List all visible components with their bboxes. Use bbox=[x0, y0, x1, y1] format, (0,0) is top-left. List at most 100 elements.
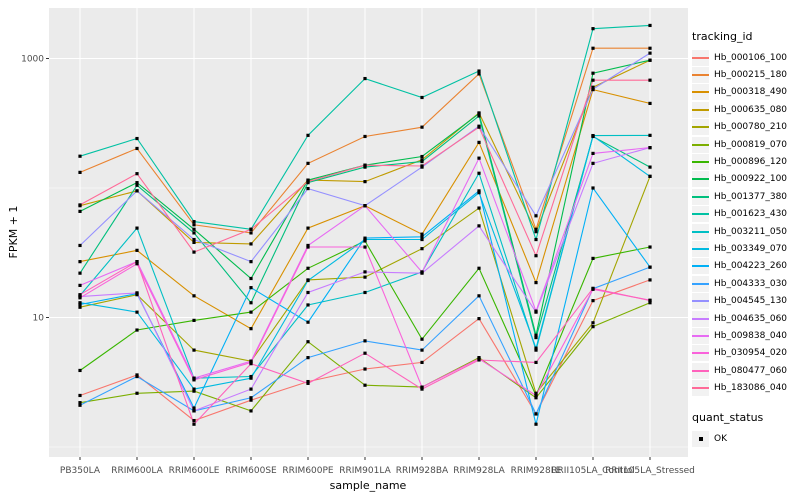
data-point bbox=[306, 186, 310, 191]
legend-item-Hb_003211_050: Hb_003211_050 bbox=[692, 223, 798, 240]
data-point bbox=[420, 270, 424, 274]
data-point bbox=[306, 161, 310, 165]
legend: tracking_id Hb_000106_100 Hb_000215_180 Hb… bbox=[692, 30, 798, 447]
legend-item-Hb_000819_070: Hb_000819_070 bbox=[692, 136, 798, 153]
data-point bbox=[420, 158, 424, 162]
data-point bbox=[420, 337, 424, 341]
legend-item-label: Hb_004635_060 bbox=[714, 313, 788, 324]
x-tick-label: RRIM928LA bbox=[453, 466, 505, 476]
data-point bbox=[648, 46, 652, 50]
legend-key-line bbox=[692, 230, 709, 233]
data-point bbox=[648, 146, 652, 150]
data-point bbox=[249, 376, 253, 380]
legend-key-line bbox=[692, 334, 709, 337]
legend-key-line bbox=[692, 369, 709, 372]
line-key-icon bbox=[692, 380, 709, 397]
x-tick-label: RRII105LA_Stressed bbox=[605, 466, 695, 476]
data-point bbox=[78, 368, 82, 373]
data-point bbox=[135, 260, 139, 264]
line-key-icon bbox=[692, 67, 709, 84]
legend-item-Hb_001377_380: Hb_001377_380 bbox=[692, 188, 798, 205]
data-point bbox=[306, 381, 310, 385]
legend-item-label: Hb_004545_130 bbox=[714, 296, 788, 307]
data-point bbox=[192, 409, 196, 413]
data-point bbox=[648, 51, 652, 55]
data-point bbox=[591, 87, 595, 91]
legend-item-Hb_009838_040: Hb_009838_040 bbox=[692, 327, 798, 344]
data-point bbox=[306, 290, 310, 295]
x-tick-label: RRII105LA_Control bbox=[551, 466, 634, 476]
data-point bbox=[78, 271, 82, 275]
data-point bbox=[363, 204, 367, 208]
data-point bbox=[534, 396, 538, 400]
legend-item-label: Hb_009838_040 bbox=[714, 330, 788, 341]
data-point bbox=[192, 387, 196, 391]
legend-key-line bbox=[692, 282, 709, 285]
data-point bbox=[591, 85, 595, 89]
line-key-icon bbox=[692, 293, 709, 310]
line-key-icon bbox=[692, 119, 709, 136]
data-point bbox=[477, 191, 481, 195]
legend-item-label: Hb_000819_070 bbox=[714, 139, 788, 150]
data-point bbox=[363, 383, 367, 387]
data-point bbox=[534, 214, 538, 218]
data-point bbox=[78, 305, 82, 309]
data-point bbox=[249, 260, 253, 264]
y-axis-title: FPKM + 1 bbox=[7, 206, 20, 259]
data-point bbox=[78, 393, 82, 398]
x-tick-label: RRIM600LE bbox=[169, 466, 220, 476]
legend-item-label: Hb_001377_380 bbox=[714, 191, 788, 202]
data-point bbox=[192, 318, 196, 322]
data-point bbox=[135, 181, 139, 185]
data-point bbox=[363, 270, 367, 274]
line-key-icon bbox=[692, 136, 709, 153]
data-point bbox=[534, 391, 538, 395]
legend-item-Hb_183086_040: Hb_183086_040 bbox=[692, 379, 798, 397]
legend-item-Hb_004635_060: Hb_004635_060 bbox=[692, 310, 798, 327]
data-point bbox=[420, 237, 424, 242]
data-point bbox=[591, 299, 595, 303]
data-point bbox=[306, 266, 310, 270]
data-point bbox=[78, 209, 82, 213]
data-point bbox=[78, 283, 82, 287]
data-point bbox=[78, 301, 82, 305]
legend-item-Hb_000922_100: Hb_000922_100 bbox=[692, 171, 798, 188]
data-point bbox=[135, 310, 139, 314]
data-point bbox=[591, 161, 595, 165]
legend-title-quant-status: quant_status bbox=[692, 410, 764, 424]
line-key-icon bbox=[692, 188, 709, 205]
data-point bbox=[420, 232, 424, 236]
legend-item-Hb_004545_130: Hb_004545_130 bbox=[692, 292, 798, 310]
data-point bbox=[534, 230, 538, 234]
legend-key-line bbox=[692, 178, 709, 181]
legend-item-Hb_000318_490: Hb_000318_490 bbox=[692, 84, 798, 101]
data-point bbox=[420, 95, 424, 100]
legend-item-Hb_003349_070: Hb_003349_070 bbox=[692, 240, 798, 257]
data-point bbox=[192, 348, 196, 352]
axis-ticks bbox=[46, 58, 651, 460]
data-point bbox=[477, 69, 481, 73]
legend-item-Hb_000215_180: Hb_000215_180 bbox=[692, 66, 798, 84]
data-point bbox=[135, 391, 139, 395]
data-points bbox=[78, 23, 652, 426]
data-point bbox=[420, 360, 424, 365]
legend-item-Hb_000635_080: Hb_000635_080 bbox=[692, 101, 798, 118]
legend-item-Hb_000780_210: Hb_000780_210 bbox=[692, 119, 798, 136]
legend-item-label: Hb_000318_490 bbox=[714, 87, 788, 98]
x-tick-label: RRIM928BA bbox=[396, 466, 449, 476]
legend-key-line bbox=[692, 108, 709, 111]
data-point bbox=[591, 27, 595, 31]
data-point bbox=[477, 294, 481, 298]
data-point bbox=[306, 245, 310, 249]
legend-item-Hb_000106_100: Hb_000106_100 bbox=[692, 49, 798, 66]
data-point bbox=[591, 286, 595, 290]
data-point bbox=[534, 412, 538, 416]
data-point bbox=[306, 356, 310, 360]
data-point bbox=[534, 393, 538, 398]
data-point bbox=[591, 151, 595, 156]
data-point bbox=[363, 339, 367, 343]
data-point bbox=[534, 237, 538, 242]
legend-item-Hb_000896_120: Hb_000896_120 bbox=[692, 153, 798, 171]
data-point bbox=[420, 387, 424, 391]
line-key-icon bbox=[692, 49, 709, 66]
